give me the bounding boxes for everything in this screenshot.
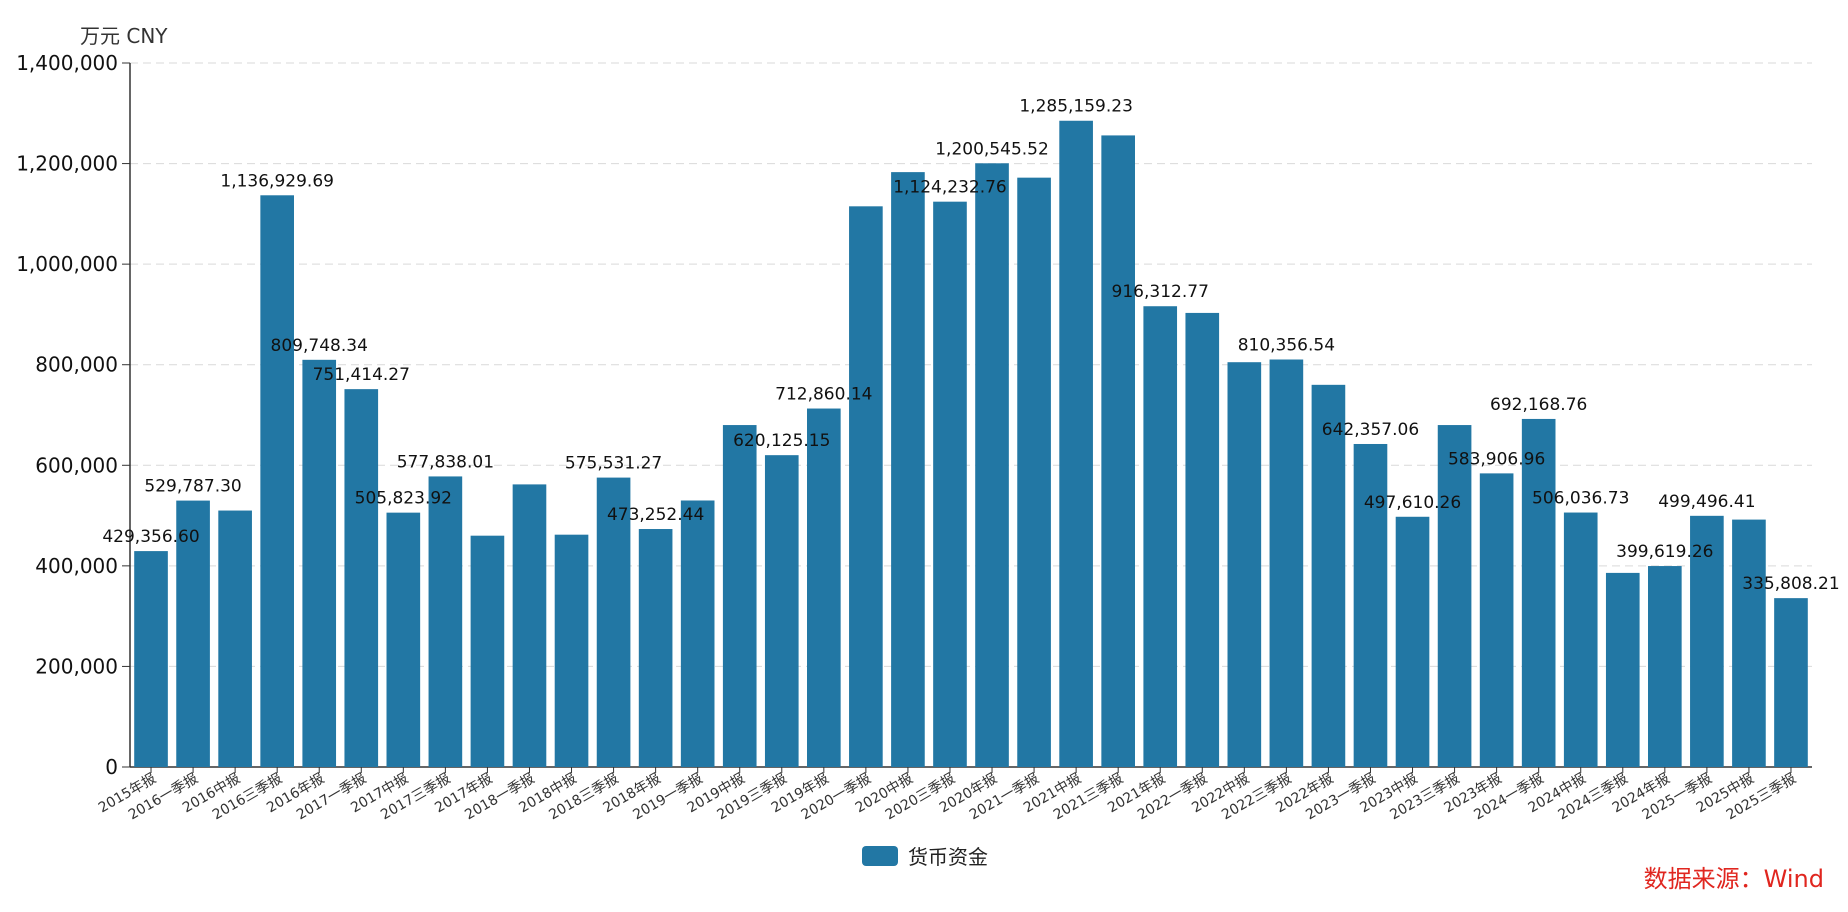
data-label: 692,168.76 xyxy=(1490,395,1587,415)
bar xyxy=(134,551,168,767)
y-tick-label: 600,000 xyxy=(35,453,118,477)
bar xyxy=(1521,418,1556,767)
bar xyxy=(1059,120,1093,767)
bar xyxy=(975,163,1009,767)
data-label: 497,610.26 xyxy=(1364,493,1461,513)
y-tick-label: 1,000,000 xyxy=(16,252,118,276)
bar xyxy=(1437,425,1472,767)
y-tick-label: 1,200,000 xyxy=(16,152,118,176)
bar xyxy=(344,389,379,767)
bar xyxy=(849,206,883,768)
bar xyxy=(1143,306,1178,767)
unit-label: 万元 CNY xyxy=(80,24,168,48)
bar xyxy=(1479,473,1514,767)
data-label: 577,838.01 xyxy=(397,452,494,472)
data-label: 1,136,929.69 xyxy=(220,171,334,191)
y-tick-label: 1,400,000 xyxy=(16,51,118,75)
data-label: 1,285,159.23 xyxy=(1019,97,1133,117)
bar xyxy=(512,484,547,767)
bar xyxy=(176,500,210,767)
data-label: 499,496.41 xyxy=(1658,492,1755,512)
bar xyxy=(891,172,925,767)
data-label: 335,808.21 xyxy=(1742,574,1839,594)
source-label: 数据来源：Wind xyxy=(1643,865,1824,893)
bar xyxy=(470,535,505,767)
bar xyxy=(428,476,463,767)
bar xyxy=(1648,566,1682,767)
data-label: 809,748.34 xyxy=(271,336,368,356)
bar xyxy=(1732,519,1766,767)
bar xyxy=(596,477,631,767)
data-label: 529,787.30 xyxy=(144,477,241,497)
legend[interactable]: 货币资金 xyxy=(862,841,988,870)
data-label: 473,252.44 xyxy=(607,505,704,525)
data-label: 505,823.92 xyxy=(355,489,452,509)
data-label: 916,312.77 xyxy=(1112,282,1209,302)
bar xyxy=(386,512,421,767)
legend-label: 货币资金 xyxy=(908,845,988,869)
bar xyxy=(1227,362,1262,767)
bar xyxy=(1605,572,1640,767)
data-label: 583,906.96 xyxy=(1448,449,1545,469)
y-tick-label: 0 xyxy=(105,755,118,779)
bar xyxy=(1269,359,1304,767)
bar xyxy=(764,455,799,767)
bar xyxy=(680,500,715,767)
data-label: 642,357.06 xyxy=(1322,420,1419,440)
bar xyxy=(1185,312,1220,767)
data-label: 429,356.60 xyxy=(102,527,199,547)
bar xyxy=(1690,515,1724,767)
data-label: 712,860.14 xyxy=(775,385,872,405)
y-tick-label: 400,000 xyxy=(35,554,118,578)
data-label: 620,125.15 xyxy=(733,431,830,451)
bar xyxy=(1774,598,1808,767)
data-label: 1,200,545.52 xyxy=(935,139,1049,159)
bar xyxy=(1395,516,1430,767)
bar xyxy=(1563,512,1598,767)
data-label: 751,414.27 xyxy=(313,365,410,385)
bar xyxy=(722,425,757,767)
bar xyxy=(554,534,589,767)
bar xyxy=(218,510,252,767)
bar xyxy=(260,195,294,767)
bar xyxy=(1017,177,1051,767)
bar xyxy=(1311,384,1346,767)
data-label: 575,531.27 xyxy=(565,454,662,474)
data-label: 399,619.26 xyxy=(1616,542,1713,562)
y-tick-label: 200,000 xyxy=(35,654,118,678)
bar xyxy=(807,408,841,767)
bar xyxy=(1101,135,1135,767)
y-tick-label: 800,000 xyxy=(35,353,118,377)
bar xyxy=(302,359,337,767)
legend-swatch xyxy=(862,845,898,866)
data-label: 1,124,232.76 xyxy=(893,178,1007,198)
bar xyxy=(933,201,967,768)
bar xyxy=(638,529,673,767)
data-label: 506,036.73 xyxy=(1532,489,1629,509)
data-label: 810,356.54 xyxy=(1238,336,1335,356)
bar xyxy=(1353,443,1388,767)
